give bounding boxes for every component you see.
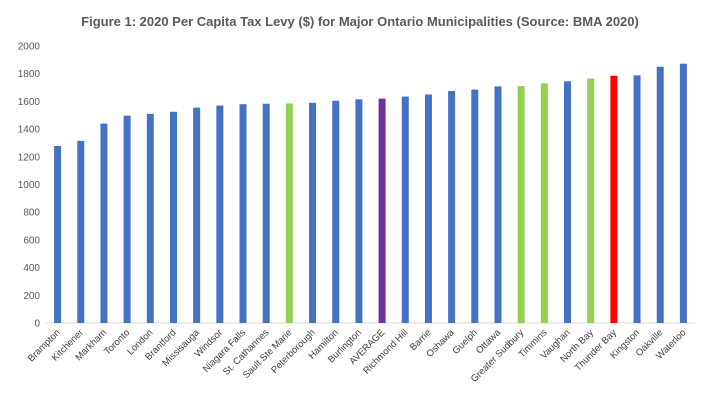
bar: [100, 123, 108, 323]
bar: [169, 111, 177, 323]
bar: [448, 91, 456, 323]
bar: [77, 140, 85, 323]
bar: [193, 107, 201, 323]
y-tick-label: 1400: [18, 125, 41, 136]
y-tick-label: 400: [23, 263, 40, 274]
chart-title: Figure 1: 2020 Per Capita Tax Levy ($) f…: [81, 14, 639, 29]
y-tick-label: 600: [23, 235, 40, 246]
y-tick-label: 1600: [18, 97, 41, 108]
y-tick-label: 1000: [18, 180, 41, 191]
bar: [494, 86, 502, 323]
bar: [216, 105, 224, 324]
bar: [424, 94, 432, 323]
bar: [587, 78, 595, 323]
bar: [564, 81, 572, 323]
bar: [54, 145, 62, 323]
bar: [679, 63, 687, 324]
x-tick-labels: BramptonKitchenerMarkhamTorontoLondonBra…: [26, 327, 689, 385]
bar: [309, 102, 317, 323]
bar: [285, 103, 293, 323]
bar: [378, 98, 386, 323]
bar: [471, 89, 479, 323]
y-tick-label: 1200: [18, 152, 41, 163]
y-tick-label: 2000: [18, 42, 41, 53]
bar: [332, 100, 340, 324]
y-tick-label: 200: [23, 291, 40, 302]
bar: [146, 113, 154, 324]
bars: [54, 63, 687, 324]
y-tick-labels: 0 200 400 600 800 1000 1200 1400 1600 1800 2000: [18, 42, 41, 330]
bar: [656, 66, 664, 324]
y-tick-label: 0: [34, 319, 40, 330]
y-tick-label: 1800: [18, 69, 41, 80]
bar: [123, 115, 131, 323]
bar: [633, 75, 641, 323]
bar: [355, 99, 363, 323]
y-tick-label: 800: [23, 208, 40, 219]
bar: [517, 86, 525, 323]
bar: [262, 103, 270, 323]
bar: [239, 104, 247, 323]
x-tick-label: Guelph: [450, 327, 479, 356]
bar: [540, 83, 548, 324]
bar: [610, 75, 618, 323]
bar: [401, 96, 409, 324]
